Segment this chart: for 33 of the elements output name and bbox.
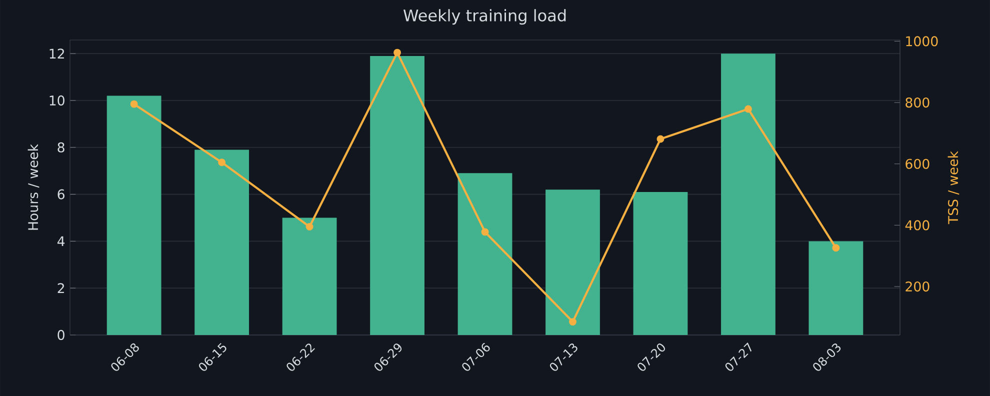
y2-tick-label: 1000 [906,36,938,46]
point [218,158,226,166]
y2-tick-label: 400 [905,220,930,230]
y2-tick-label: 600 [906,158,930,169]
bar [370,56,424,335]
y2-tick-label: 200 [906,281,930,292]
point [394,48,402,56]
y-tick-label: 6 [58,189,64,200]
y-tick-label: 4 [57,236,65,246]
bar [194,150,249,335]
point [569,318,576,326]
bar [633,192,688,335]
y-tick-label: 2 [58,283,64,294]
bar [546,190,600,335]
point [306,223,314,230]
point [656,135,664,143]
point [481,228,489,236]
y-tick-label: 12 [50,48,64,59]
point [744,105,752,113]
y-tick-label: 10 [50,95,64,106]
bar [808,241,864,335]
point [130,100,138,108]
chart-title: Weekly training load [403,9,566,25]
bar [458,173,512,335]
y-tick-label: 8 [58,142,64,152]
y2-axis-title: TSS / week [948,150,960,224]
y-tick-label: 0 [58,330,64,340]
y2-tick-label: 800 [906,97,930,108]
bar [106,96,162,335]
point [832,244,840,252]
y-axis-title: Hours / week [28,144,40,230]
bar [282,218,337,335]
bar [721,54,776,335]
